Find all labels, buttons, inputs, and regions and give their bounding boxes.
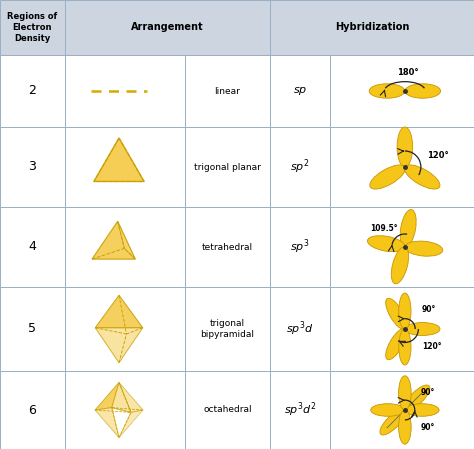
Bar [270,127,330,207]
Bar [0,207,65,287]
Text: $sp^3$: $sp^3$ [290,238,310,256]
Bar [330,207,474,287]
Bar [185,55,270,127]
Ellipse shape [380,409,406,435]
Text: 180°: 180° [398,68,419,77]
Ellipse shape [405,322,440,335]
Ellipse shape [399,293,411,329]
Polygon shape [95,295,143,328]
Polygon shape [119,383,143,412]
Bar [185,287,270,371]
Bar [65,207,185,287]
Bar [65,371,185,449]
Bar [0,55,65,127]
Bar [65,127,185,207]
Text: tetrahedral: tetrahedral [202,242,253,251]
Text: 5: 5 [28,322,36,335]
Bar [270,55,330,127]
Bar [0,0,65,55]
Text: 109.5°: 109.5° [370,224,398,233]
Ellipse shape [371,404,405,416]
Polygon shape [95,408,119,438]
Text: $sp$: $sp$ [293,85,307,97]
Text: 90°: 90° [421,388,435,397]
Text: linear: linear [215,87,240,96]
Bar [65,287,185,371]
Text: Regions of
Electron
Density: Regions of Electron Density [8,12,58,44]
Ellipse shape [405,404,439,416]
Polygon shape [112,383,131,412]
Ellipse shape [399,410,411,444]
Ellipse shape [400,210,416,247]
Text: trigonal planar: trigonal planar [194,163,261,172]
Polygon shape [118,221,135,259]
Bar [65,55,185,127]
Ellipse shape [369,84,405,98]
Text: 3: 3 [28,160,36,173]
Bar [0,371,65,449]
Ellipse shape [391,247,409,284]
Bar [330,127,474,207]
Text: 120°: 120° [422,342,441,351]
Text: 6: 6 [28,404,36,417]
Bar [330,55,474,127]
Ellipse shape [405,241,443,256]
Polygon shape [95,328,143,363]
Bar [65,0,270,55]
Bar [270,207,330,287]
Ellipse shape [404,165,440,189]
Polygon shape [119,410,143,438]
Polygon shape [94,138,144,181]
Bar [0,127,65,207]
Bar [270,287,330,371]
Text: Hybridization: Hybridization [335,22,409,32]
Ellipse shape [399,376,411,410]
Ellipse shape [397,127,413,167]
Text: $sp^3d^2$: $sp^3d^2$ [284,401,316,419]
Bar [330,371,474,449]
Ellipse shape [386,329,407,360]
Text: octahedral: octahedral [203,405,252,414]
Bar [270,371,330,449]
Bar [270,0,474,55]
Text: trigonal
bipyramidal: trigonal bipyramidal [201,319,255,339]
Ellipse shape [367,236,405,252]
Ellipse shape [386,298,407,330]
Polygon shape [95,383,119,410]
Text: 90°: 90° [422,305,436,314]
Ellipse shape [370,165,405,189]
Text: 120°: 120° [427,151,448,160]
Bar [185,371,270,449]
Bar [0,287,65,371]
Text: $sp^2$: $sp^2$ [290,158,310,176]
Text: $sp^3d$: $sp^3d$ [286,320,314,338]
Ellipse shape [404,385,430,411]
Text: Arrangement: Arrangement [131,22,204,32]
Bar [185,127,270,207]
Text: 4: 4 [28,241,36,254]
Text: 2: 2 [28,84,36,97]
Bar [185,207,270,287]
Bar [330,287,474,371]
Polygon shape [92,221,135,259]
Ellipse shape [399,329,411,365]
Text: 90°: 90° [421,423,435,432]
Ellipse shape [405,84,440,98]
